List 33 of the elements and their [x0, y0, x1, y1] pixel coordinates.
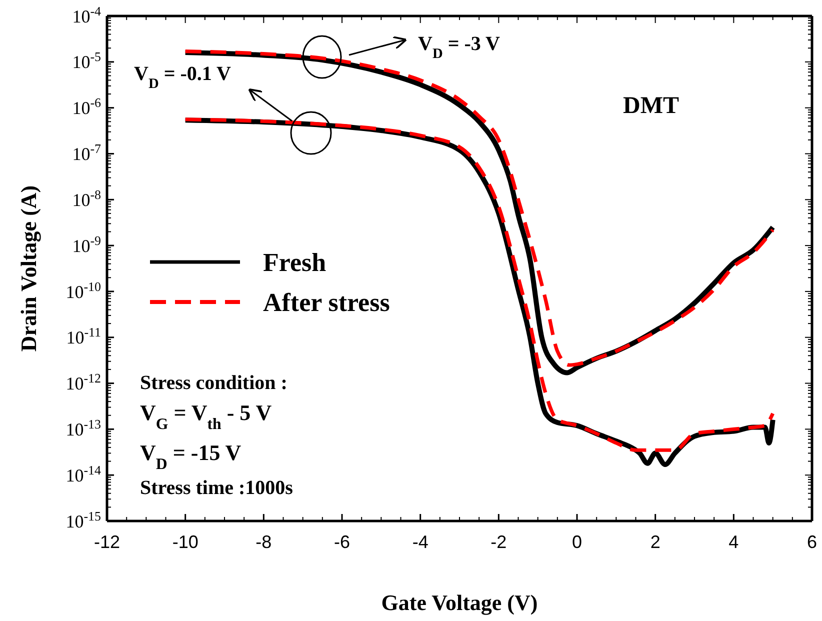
legend-label: After stress [263, 288, 390, 318]
annotation: V$_{D}$ = -15 V [140, 440, 242, 472]
y-tick-label: 10$^{-15}$ [66, 508, 101, 532]
y-tick-label: 10$^{-12}$ [66, 370, 101, 394]
annotation: Stress time :1000s [140, 477, 294, 499]
y-tick-label: 10$^{-5}$ [72, 48, 101, 72]
y-tick-label: 10$^{-9}$ [72, 232, 101, 256]
y-tick-label: 10$^{-8}$ [72, 186, 101, 210]
x-tick-label: -8 [256, 532, 272, 552]
annotation: V$_{D}$ = -3 V [418, 33, 501, 62]
y-tick-label: 10$^{-7}$ [72, 140, 102, 164]
x-tick-label: 2 [650, 532, 660, 552]
x-tick-label: 0 [572, 532, 582, 552]
y-axis-title: Drain Voltage (A) [16, 185, 41, 352]
annotation: V$_{D}$ = -0.1 V [134, 63, 232, 92]
annotation: V$_{G}$ = V$_{th}$ - 5 V [140, 400, 272, 432]
y-tick-label: 10$^{-10}$ [66, 278, 101, 302]
x-tick-label: -6 [334, 532, 350, 552]
y-tick-label: 10$^{-4}$ [72, 2, 102, 26]
x-tick-label: -12 [94, 532, 120, 552]
annotation: Stress condition : [140, 372, 288, 394]
legend-label: Fresh [263, 248, 327, 278]
x-tick-label: -4 [412, 532, 428, 552]
x-tick-label: -10 [172, 532, 198, 552]
y-tick-label: 10$^{-6}$ [72, 94, 102, 118]
y-tick-label: 10$^{-14}$ [66, 462, 102, 486]
x-tick-label: -2 [490, 532, 507, 552]
x-tick-label: 4 [728, 532, 739, 552]
y-tick-label: 10$^{-11}$ [66, 324, 101, 348]
x-tick-label: 6 [806, 532, 818, 552]
y-tick-label: 10$^{-13}$ [66, 416, 101, 440]
annotation: DMT [623, 93, 679, 119]
x-axis-title: Gate Voltage (V) [381, 590, 538, 615]
